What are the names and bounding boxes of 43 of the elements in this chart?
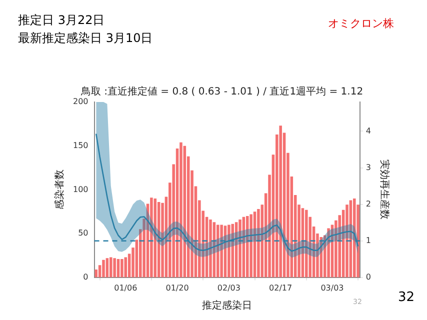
bar <box>228 224 230 278</box>
x-axis-title: 推定感染日 <box>202 300 252 312</box>
bar <box>352 198 356 278</box>
y2-axis-title: 実効再生産数 <box>378 160 390 220</box>
y-tick-label: 50 <box>78 228 88 238</box>
y2-tick-label: 4 <box>366 126 372 136</box>
y2-tick-label: 2 <box>366 199 372 208</box>
y-tick-label: 150 <box>72 140 88 150</box>
y-tick-label: 100 <box>72 184 88 194</box>
text: オミクロン株 <box>328 16 394 31</box>
y2-tick-label: 0 <box>366 272 372 282</box>
y-tick-label: 0 <box>83 272 88 282</box>
bar <box>150 198 153 278</box>
text: 最新推定感染日 3月10日 <box>18 30 153 47</box>
y-tick-label: 200 <box>72 97 88 106</box>
bar <box>124 257 128 278</box>
x-tick-label: 01/06 <box>114 283 138 292</box>
chart-title: 鳥取 :直近推定値 = 0.8 ( 0.63 - 1.01 ) / 直近1週平均 = 1.12 <box>80 86 364 98</box>
text: 推定日 3月22日 <box>18 12 105 29</box>
bar <box>216 224 220 278</box>
x-tick-label: 02/03 <box>217 283 240 292</box>
bar <box>327 228 330 278</box>
bar <box>305 210 308 278</box>
bar <box>209 220 212 278</box>
bar <box>257 208 260 278</box>
bar <box>246 216 249 278</box>
bar <box>109 257 112 278</box>
bar <box>102 260 105 278</box>
bar <box>279 126 282 278</box>
y2-tick-label: 1 <box>366 236 372 245</box>
x-tick-label: 03/03 <box>320 283 344 292</box>
bar <box>238 220 242 278</box>
text: 32 <box>398 290 415 305</box>
bar <box>113 258 116 278</box>
bar <box>231 224 234 278</box>
bar <box>180 142 182 278</box>
bar <box>250 214 252 278</box>
x-tick-label: 01/20 <box>166 283 189 292</box>
bar <box>120 258 124 278</box>
y-axis-title: 感染者数 <box>54 170 66 210</box>
x-tick-label: 02/17 <box>269 283 292 292</box>
y2-tick-label: 3 <box>366 162 372 172</box>
bar <box>220 224 223 278</box>
